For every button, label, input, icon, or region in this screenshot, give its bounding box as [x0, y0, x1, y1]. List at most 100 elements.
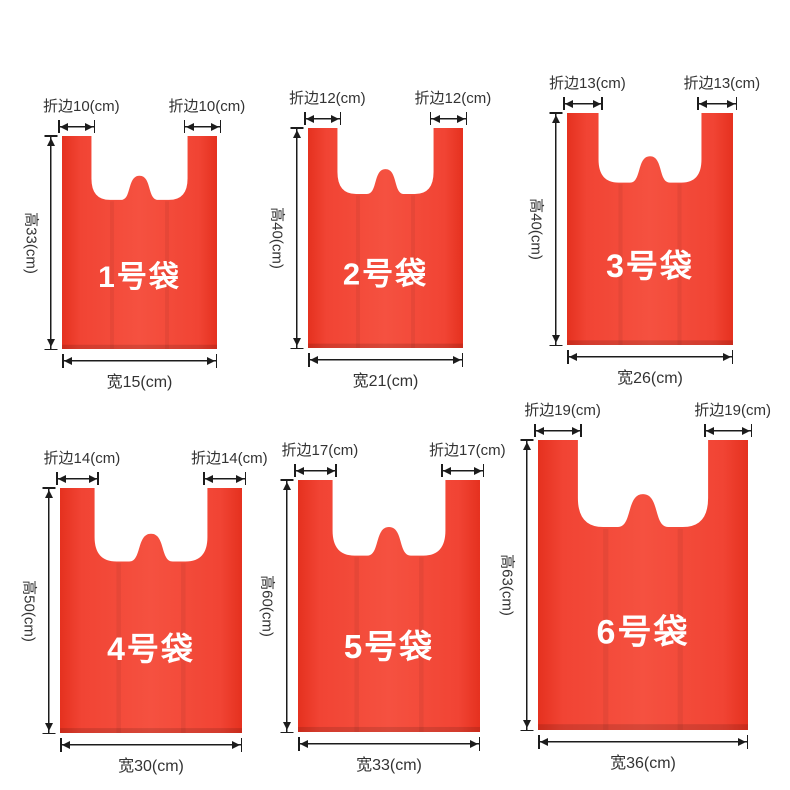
arrowhead-right-icon	[470, 740, 478, 748]
arrowhead-left-icon	[431, 114, 440, 123]
arrowhead-left-icon	[706, 426, 715, 435]
arrowhead-down-icon	[292, 338, 301, 346]
arrowhead-down-icon	[522, 720, 531, 728]
width-dimension-line-icon	[308, 353, 463, 367]
bag-number-label: 5号袋	[343, 627, 435, 665]
bag-3-figure: 折边13(cm) 折边13(cm) 高40(cm) 3号袋 宽26(cm)	[528, 75, 761, 387]
arrowhead-left-icon	[296, 466, 304, 475]
fold-width-arrow-left-icon	[58, 120, 96, 133]
arrowhead-left-icon	[185, 122, 194, 131]
arrowhead-right-icon	[738, 738, 746, 746]
height-dimension-line-icon	[42, 488, 55, 733]
red-vest-bag-image	[60, 488, 242, 733]
red-vest-bag-image	[62, 136, 217, 349]
fold-width-label-right: 折边14(cm)	[190, 450, 268, 467]
bag-number-label: 3号袋	[606, 247, 694, 284]
arrowhead-down-icon	[44, 723, 53, 731]
height-dimension-label: 高40(cm)	[268, 207, 286, 269]
height-dimension-label: 高40(cm)	[527, 198, 545, 260]
arrowhead-right-icon	[571, 426, 580, 435]
height-dimension-line-icon	[549, 113, 562, 345]
arrowhead-left-icon	[60, 122, 68, 131]
arrowhead-right-icon	[326, 466, 335, 475]
width-dimension-label: 宽15(cm)	[106, 374, 173, 391]
fold-width-arrow-left-icon	[563, 97, 603, 110]
height-dimension-label: 高63(cm)	[498, 554, 516, 616]
width-dimension-line-icon	[62, 354, 217, 368]
arrowhead-right-icon	[207, 357, 215, 365]
width-dimension-label: 宽33(cm)	[356, 757, 422, 774]
bag-number-label: 4号袋	[107, 631, 195, 668]
fold-width-arrow-left-icon	[294, 464, 337, 477]
height-dimension-label: 高50(cm)	[20, 579, 38, 642]
fold-width-label-right: 折边19(cm)	[694, 402, 771, 419]
arrowhead-left-icon	[300, 740, 308, 748]
height-dimension-line-icon	[280, 480, 293, 732]
height-dimension-label: 高33(cm)	[22, 211, 40, 274]
arrowhead-left-icon	[540, 738, 548, 746]
fold-width-label-left: 折边19(cm)	[524, 402, 601, 419]
arrowhead-left-icon	[205, 474, 214, 483]
bag-2-figure: 折边12(cm) 折边12(cm) 高40(cm) 2号袋 宽21(cm)	[269, 90, 492, 390]
red-vest-bag-image	[308, 128, 463, 348]
fold-width-arrow-left-icon	[534, 424, 582, 437]
bag-number-label: 2号袋	[342, 256, 429, 292]
height-dimension-line-icon	[290, 128, 303, 348]
arrowhead-left-icon	[565, 99, 573, 108]
fold-width-arrow-right-icon	[429, 112, 468, 125]
width-dimension-line-icon	[60, 738, 242, 752]
arrowhead-left-icon	[58, 474, 66, 483]
arrowhead-up-icon	[551, 115, 560, 123]
bag-6-figure: 折边19(cm) 折边19(cm) 高63(cm) 6号袋 宽36(cm)	[499, 402, 771, 772]
height-dimension-line-icon	[44, 136, 57, 349]
red-vest-bag-image	[298, 480, 480, 732]
arrowhead-up-icon	[44, 490, 53, 498]
arrowhead-right-icon	[727, 99, 735, 108]
width-dimension-label: 宽26(cm)	[617, 370, 683, 387]
bag-number-label: 1号袋	[98, 261, 181, 295]
fold-width-arrow-right-icon	[704, 424, 752, 437]
fold-width-label-left: 折边14(cm)	[43, 450, 121, 467]
arrowhead-right-icon	[723, 353, 731, 361]
fold-width-label-right: 折边10(cm)	[168, 98, 246, 115]
width-dimension-line-icon	[298, 737, 480, 751]
arrowhead-right-icon	[211, 122, 219, 131]
height-dimension-line-icon	[520, 440, 533, 730]
arrowhead-left-icon	[443, 466, 452, 475]
width-dimension-label: 宽30(cm)	[118, 758, 184, 775]
width-dimension-line-icon	[538, 735, 748, 749]
red-vest-bag-image	[567, 113, 733, 345]
arrowhead-right-icon	[474, 466, 482, 475]
arrowhead-up-icon	[292, 130, 301, 138]
fold-width-arrow-left-icon	[304, 112, 342, 125]
fold-width-label-left: 折边12(cm)	[288, 90, 366, 107]
arrowhead-down-icon	[551, 335, 560, 343]
fold-width-arrow-right-icon	[441, 464, 484, 477]
fold-width-arrow-right-icon	[183, 120, 222, 133]
arrowhead-down-icon	[282, 722, 291, 730]
fold-width-arrow-right-icon	[697, 97, 737, 110]
arrowhead-right-icon	[592, 99, 601, 108]
arrowhead-left-icon	[569, 353, 577, 361]
width-dimension-line-icon	[567, 350, 733, 364]
arrowhead-up-icon	[522, 442, 531, 450]
arrowhead-left-icon	[536, 426, 544, 435]
width-dimension-label: 宽21(cm)	[352, 373, 419, 390]
fold-width-label-left: 折边17(cm)	[281, 442, 359, 459]
arrowhead-right-icon	[85, 122, 94, 131]
fold-width-label-left: 折边13(cm)	[549, 75, 626, 92]
arrowhead-left-icon	[306, 114, 314, 123]
arrowhead-left-icon	[64, 357, 72, 365]
bag-number-label: 6号袋	[596, 613, 690, 651]
arrowhead-right-icon	[331, 114, 340, 123]
arrowhead-left-icon	[699, 99, 708, 108]
fold-width-arrow-right-icon	[203, 472, 246, 485]
arrowhead-left-icon	[310, 356, 318, 364]
arrowhead-right-icon	[742, 426, 750, 435]
fold-width-label-left: 折边10(cm)	[42, 98, 120, 115]
red-vest-bag-image	[538, 440, 748, 730]
fold-width-label-right: 折边13(cm)	[683, 75, 761, 92]
arrowhead-up-icon	[282, 482, 291, 490]
bag-4-figure: 折边14(cm) 折边14(cm) 高50(cm) 4号袋 宽30(cm)	[21, 450, 268, 775]
width-dimension-label: 宽36(cm)	[610, 755, 676, 772]
